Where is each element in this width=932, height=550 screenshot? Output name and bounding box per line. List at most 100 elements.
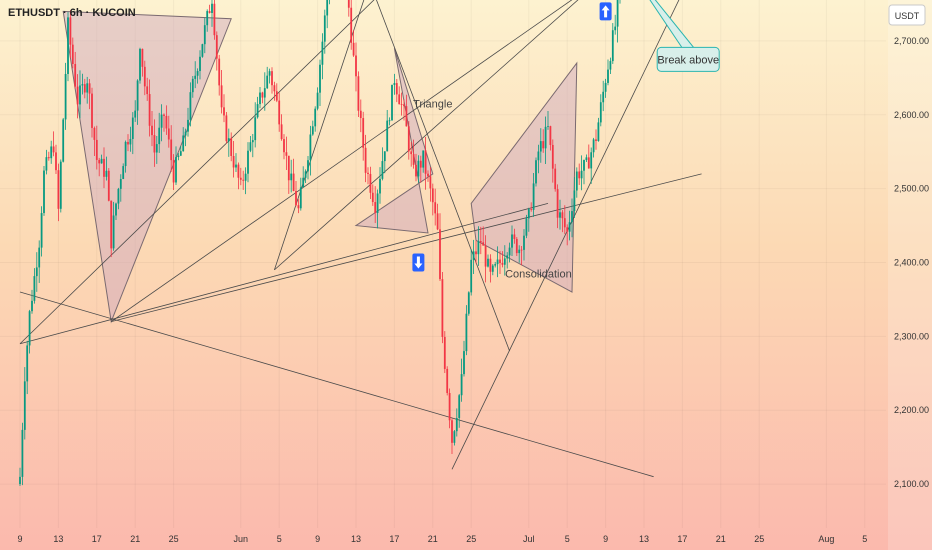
candle-body (249, 142, 252, 151)
candle-body (496, 259, 499, 265)
candle-body (563, 218, 566, 228)
candle-body (568, 222, 571, 232)
x-tick-label: 9 (603, 534, 608, 544)
candle-body (57, 170, 60, 209)
x-tick-label: 9 (17, 534, 22, 544)
candle-body (571, 211, 573, 223)
pattern-shapes (62, 10, 578, 324)
candle-body (215, 35, 218, 59)
candle-body (448, 392, 451, 421)
candle-body (33, 276, 36, 301)
candle-body (419, 160, 422, 168)
annotations: TriangleTriangleConsolidationBreak above (412, 0, 720, 280)
currency-button[interactable] (888, 4, 926, 26)
candle-body (362, 118, 365, 148)
candle-body (614, 26, 617, 31)
candle-body (501, 263, 504, 265)
candle-body (218, 58, 221, 86)
candle-body (470, 259, 473, 293)
candle-body (292, 173, 295, 191)
candle-body (407, 126, 410, 152)
x-tick-label: 17 (389, 534, 399, 544)
candle-body (28, 311, 31, 346)
candle-body (424, 150, 427, 174)
candle-body (86, 83, 89, 93)
candle-body (129, 138, 132, 145)
price-axis-panel (888, 0, 932, 550)
candle-body (263, 88, 266, 98)
candle-body (184, 131, 187, 136)
candle-body (484, 245, 487, 267)
candle-body (21, 429, 24, 477)
candle-body (26, 345, 29, 382)
candle-body (232, 155, 235, 168)
break-above-label: Break above (657, 54, 719, 66)
candle-body (223, 107, 225, 116)
candle-body (107, 170, 110, 201)
candle-body (415, 164, 417, 177)
trendline (451, 0, 680, 470)
candle-body (261, 92, 264, 98)
candle-body (225, 115, 228, 142)
candle-body (100, 158, 103, 164)
candle-body (542, 141, 545, 149)
candle-body (374, 202, 377, 213)
candle-body (172, 160, 175, 183)
candle-body (530, 209, 533, 210)
candle-body (395, 83, 398, 95)
pattern-shape (62, 10, 232, 324)
candle-body (352, 42, 355, 56)
candle-body (203, 25, 206, 45)
candle-body (254, 117, 257, 141)
y-tick-label: 2,500.00 (894, 184, 929, 194)
candle-body (398, 94, 401, 105)
candle-body (403, 104, 405, 107)
trendline (110, 0, 573, 322)
candle-body (609, 61, 612, 70)
candle-body (266, 75, 269, 89)
candle-body (79, 85, 81, 105)
candle-body (280, 124, 283, 140)
candle-body (275, 91, 278, 101)
candle-body (268, 71, 271, 76)
candle-body (506, 255, 509, 259)
candle-body (83, 84, 86, 93)
candle-body (158, 127, 161, 145)
trendline (19, 0, 375, 345)
candle-body (323, 15, 326, 42)
candle-body (155, 144, 158, 153)
candle-body (285, 152, 288, 156)
candle-body (235, 164, 237, 168)
candle-body (278, 100, 281, 125)
candle-body (213, 3, 216, 36)
candle-body (580, 170, 583, 179)
candle-body (199, 56, 201, 72)
x-tick-label: Jun (234, 534, 249, 544)
candle-body (122, 166, 125, 180)
candle-body (383, 151, 386, 162)
arrow-down-icon (414, 256, 423, 269)
x-tick-label: 17 (677, 534, 687, 544)
candle-body (405, 106, 408, 127)
candle-body (410, 151, 413, 155)
candle-body (357, 76, 360, 111)
candle-body (110, 200, 113, 249)
candle-body (599, 102, 602, 123)
candle-body (256, 104, 259, 118)
candle-body (487, 258, 489, 267)
x-tick-label: 5 (565, 534, 570, 544)
candle-body (369, 173, 372, 193)
candle-body (297, 205, 300, 209)
candle-body (321, 41, 324, 65)
candle-body (379, 178, 381, 194)
candle-body (273, 85, 276, 92)
candle-body (146, 86, 149, 95)
x-tick-label: 5 (862, 534, 867, 544)
trendline (19, 291, 654, 478)
y-tick-label: 2,300.00 (894, 331, 929, 341)
candle-body (393, 83, 396, 85)
candle-body (211, 3, 213, 13)
y-tick-label: 2,600.00 (894, 110, 929, 120)
candle-body (499, 259, 501, 264)
candle-body (314, 108, 317, 127)
